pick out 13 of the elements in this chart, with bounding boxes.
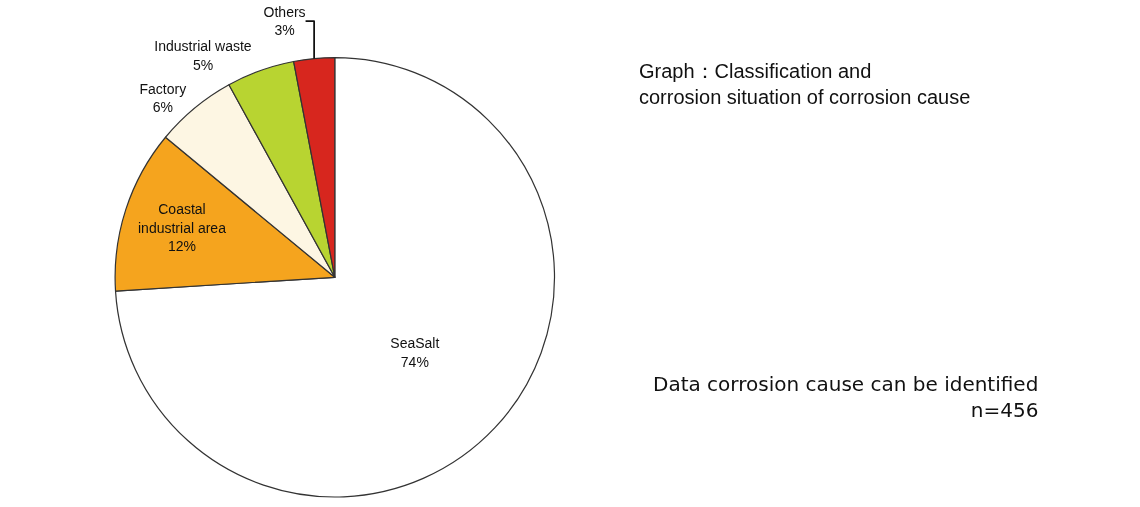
slice-label: SeaSalt — [390, 335, 440, 352]
data-label: 5% — [192, 56, 214, 73]
slice-label: Coastal industrial area — [138, 201, 227, 236]
slice-label: Industrial waste — [154, 38, 252, 55]
data-label: 74% — [400, 353, 429, 370]
text: Graph：Classification and corrosion situation of corrosion cause — [639, 60, 971, 108]
slice-label: Factory — [139, 80, 187, 97]
text: Data corrosion cause can be identified n=456 — [653, 372, 1039, 422]
pie-slice — [114, 56, 556, 498]
data-label: 3% — [274, 22, 295, 39]
data-label: 6% — [152, 98, 173, 115]
data-label: 12% — [167, 237, 196, 254]
slice-label: Others — [263, 4, 306, 21]
